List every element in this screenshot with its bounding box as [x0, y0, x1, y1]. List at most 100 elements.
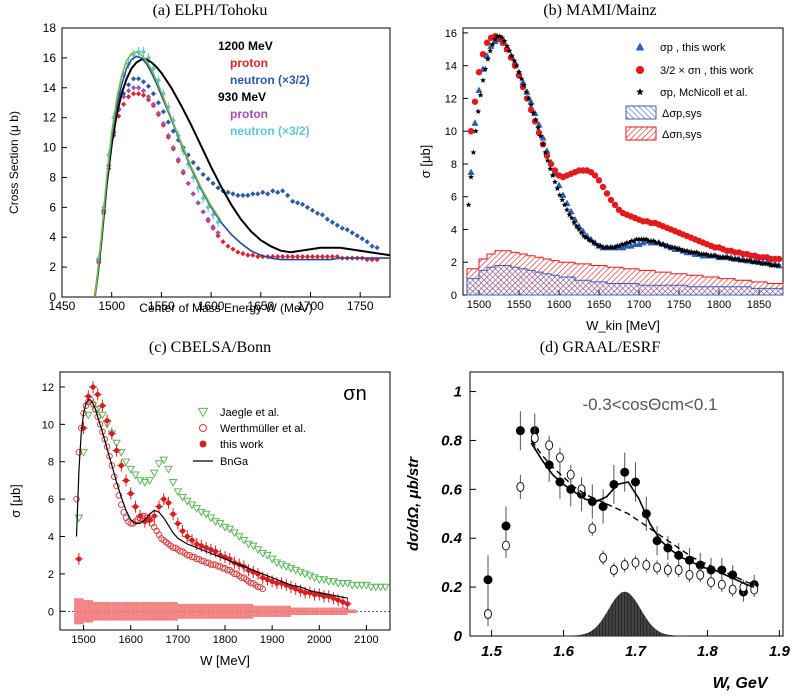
panel-c-point-filled: [85, 393, 91, 399]
panel-c-sys-bar: [215, 603, 225, 619]
panel-a-point: [125, 82, 132, 88]
panel-c-xtick-label: 2000: [307, 634, 331, 646]
panel-c-point-filled: [118, 462, 124, 469]
panel-b-legend-marker-3: [625, 105, 657, 120]
panel-c-sys-bar: [93, 601, 103, 621]
panel-b-point-star: [566, 211, 573, 218]
panel-b-point-circle: [543, 152, 551, 159]
panel-a-point: [130, 85, 137, 91]
panel-d-point-filled: [501, 521, 511, 531]
panel-a-point: [215, 233, 221, 239]
panel-c-series-line: [75, 399, 348, 599]
panel-b-point-star: [549, 172, 556, 178]
panel-c-sys-bar: [234, 603, 244, 619]
panel-c-annotation: σn: [343, 383, 366, 405]
panel-b-point-circle: [467, 127, 475, 135]
panel-c-point-filled: [335, 597, 341, 603]
panel-d-point-open: [530, 433, 539, 443]
panel-a-series-line-4: [93, 58, 391, 298]
panel-c-point-triangle: [248, 542, 258, 551]
panel-c-point-filled: [260, 575, 266, 581]
panel-c-legend-entry-1: Werthmüller et al.: [220, 423, 306, 435]
panel-b-point-star: [518, 75, 525, 82]
panel-a-point: [210, 224, 216, 230]
panel-a-point: [160, 109, 166, 115]
panel-c-sys-bar: [309, 607, 320, 616]
panel-c-point-filled: [146, 517, 153, 523]
panel-d-ytick-label: 0.6: [441, 481, 463, 498]
panel-b-ytick-label: 10: [445, 126, 457, 138]
panel-a-point: [215, 185, 221, 191]
panel-a-legend-entry: neutron (×3/2): [230, 124, 310, 138]
panel-c-sys-bar: [319, 607, 329, 616]
panel-c-point-triangle: [357, 581, 367, 590]
panel-b-xtick-label: 1650: [587, 299, 611, 311]
panel-c-point-triangle: [263, 551, 272, 560]
panel-a-point: [155, 77, 162, 83]
panel-a-point: [170, 144, 176, 151]
panel-a-point: [334, 254, 340, 260]
panel-c-point-triangle: [140, 479, 150, 487]
panel-a-point: [329, 219, 335, 225]
panel-b-point-star: [513, 62, 520, 69]
panel-c-xtick-label: 1600: [118, 634, 142, 646]
panel-c-sys-bar: [291, 607, 301, 616]
panel-d-point-open: [685, 569, 694, 580]
panel-c-point-filled: [90, 384, 96, 390]
panel-c-ytick-label: 10: [42, 419, 54, 431]
panel-a-point: [275, 189, 281, 195]
panel-b-point-circle: [607, 196, 615, 204]
panel-c-ytick-label: 4: [48, 532, 54, 544]
panel-a-point: [135, 85, 142, 91]
panel-c-point-triangle: [338, 579, 348, 588]
panel-c-point-filled: [156, 504, 162, 510]
panel-b-legend-entry-2: σp, McNicoll et al.: [660, 87, 747, 99]
panel-b-point-star: [525, 95, 532, 101]
panel-a-point: [369, 257, 375, 263]
panel-b-legend-entry-0: σp , this work: [660, 42, 726, 54]
panel-a-point: [280, 188, 286, 194]
panel-a-legend-entry: proton: [230, 56, 268, 70]
panel-b-legend-entry-3: Δσp,sys: [662, 108, 702, 120]
panel-c-point-triangle: [145, 477, 154, 485]
panel-b-point-star: [499, 34, 506, 41]
panel-c-point-triangle: [159, 456, 169, 465]
panel-b-point-star: [568, 215, 575, 221]
panel-d-point-open: [674, 565, 683, 575]
panel-a-point: [130, 91, 137, 97]
panel-b-point-triangle: [475, 86, 483, 94]
panel-b-point-star: [480, 77, 486, 83]
panel-b-point-circle: [775, 255, 783, 263]
panel-c-sys-bar: [347, 609, 357, 614]
panel-c-point-filled: [208, 547, 214, 553]
panel-c-point-filled: [184, 533, 190, 540]
panel-c-sys-bar: [253, 605, 263, 617]
panel-b-point-triangle: [467, 168, 475, 175]
panel-b-point-circle: [551, 167, 559, 174]
panel-a-ytick-label: 2: [49, 260, 56, 274]
panel-a-point: [135, 76, 142, 82]
panel-a-point: [150, 91, 157, 97]
panel-d-point-filled: [515, 426, 525, 436]
panel-a-ytick-label: 8: [49, 170, 56, 184]
panel-c-ytick-label: 0: [48, 606, 54, 618]
panel-a-xtick-label: 1750: [347, 299, 374, 313]
panel-a-point: [319, 212, 326, 218]
panel-d-ytick-label: 0.2: [441, 579, 463, 596]
panel-a-legend-entry: proton: [230, 107, 268, 121]
panel-c-sys-bar: [74, 598, 84, 625]
panel-b-point-star: [544, 157, 551, 164]
panel-a-point: [135, 91, 142, 97]
panel-c-point-triangle: [131, 471, 140, 480]
panel-b-point-star: [561, 201, 568, 208]
panel-a-point: [205, 216, 211, 222]
panel-c-point-triangle: [230, 529, 239, 538]
panel-c-point-triangle: [187, 501, 197, 510]
panel-d-point-filled: [598, 501, 608, 511]
panel-a-point: [230, 191, 236, 197]
panel-a-point: [364, 239, 370, 245]
panel-a-point: [344, 227, 350, 233]
panel-d-xtick-label: 1.8: [697, 643, 719, 660]
panel-b-ytick-label: 16: [445, 28, 457, 40]
panel-c-legend-entry-0: Jaegle et al.: [220, 407, 279, 419]
